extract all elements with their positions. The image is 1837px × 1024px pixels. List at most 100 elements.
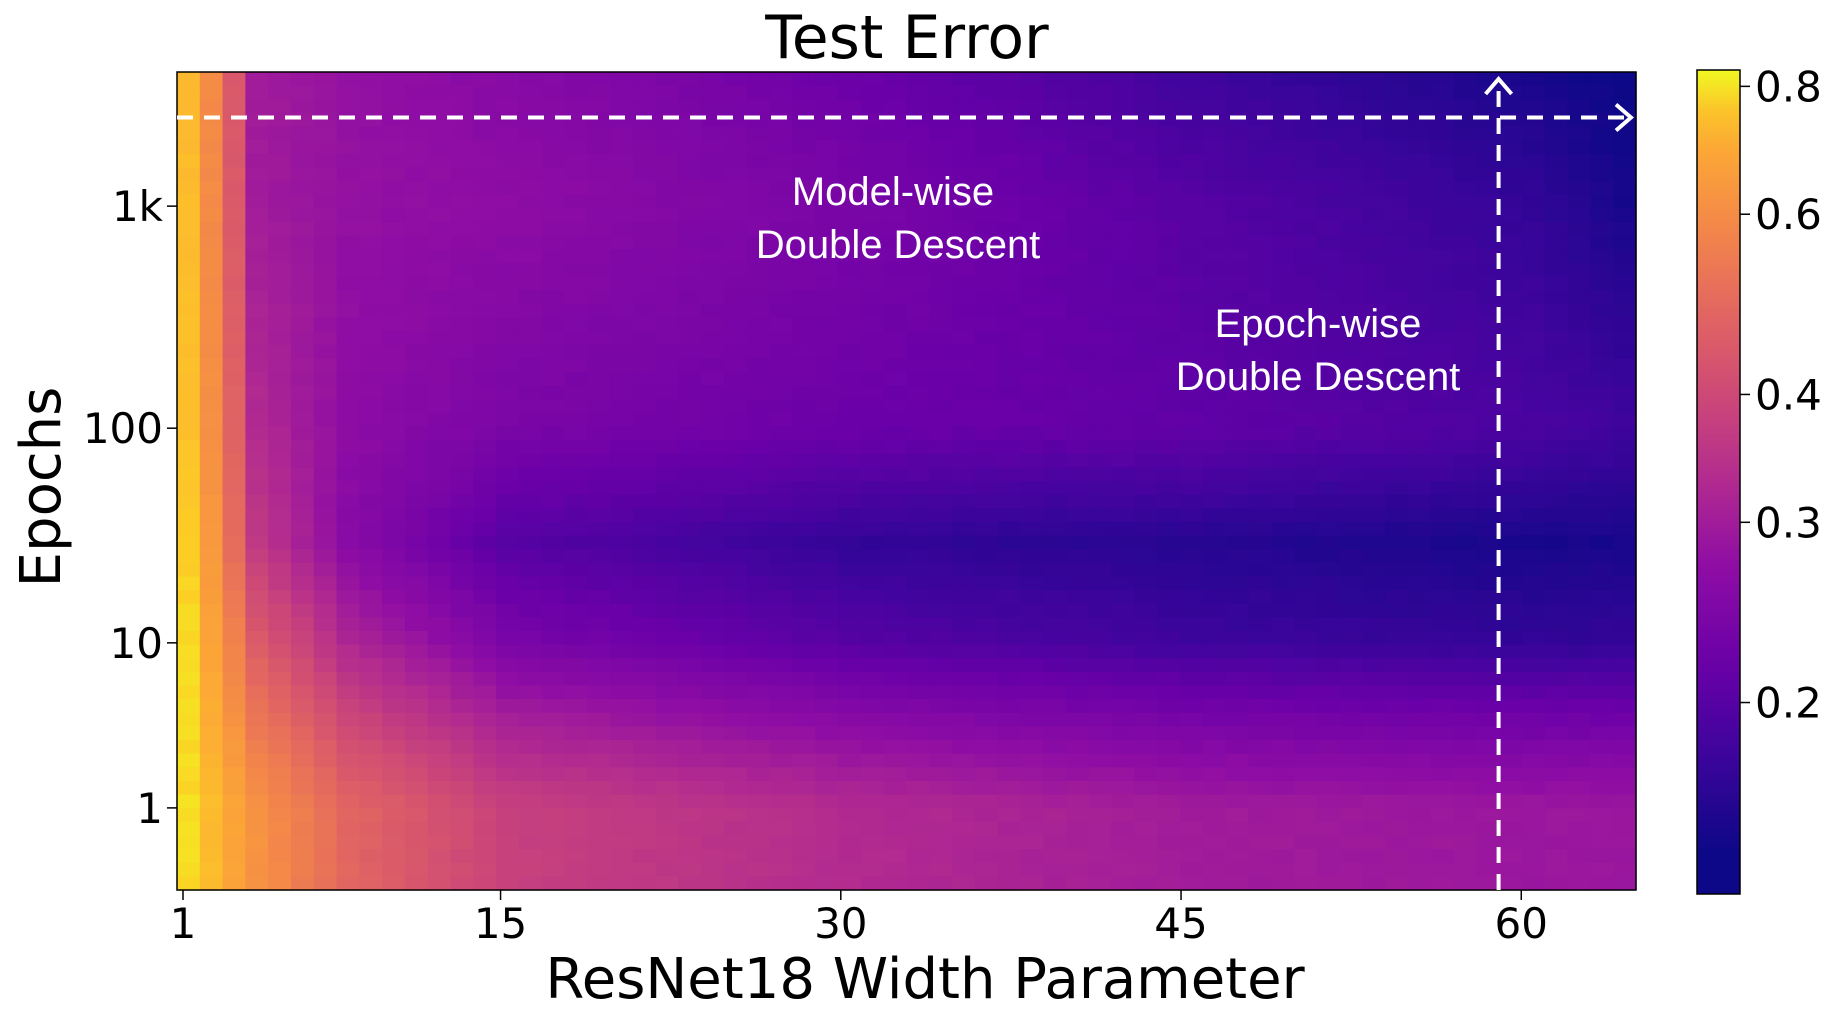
heatmap-cell (1430, 740, 1455, 755)
heatmap-cell (1111, 112, 1136, 128)
heatmap-cell (1544, 549, 1569, 564)
heatmap-cell (199, 590, 224, 605)
heatmap-cell (792, 808, 816, 823)
heatmap-cell (1088, 126, 1113, 141)
heatmap-cell (906, 671, 930, 687)
heatmap-cell (1385, 440, 1409, 455)
heatmap-cell (313, 85, 338, 100)
heatmap-cell (838, 576, 862, 591)
heatmap-cell (701, 208, 725, 223)
heatmap-cell (518, 235, 543, 250)
heatmap-cell (815, 562, 839, 578)
heatmap-cell (313, 126, 338, 141)
heatmap-cell (974, 358, 999, 373)
heatmap-cell (1202, 494, 1227, 509)
heatmap-cell (336, 99, 360, 114)
heatmap-cell (1294, 562, 1318, 578)
heatmap-cell (815, 99, 839, 114)
heatmap-cell (929, 549, 953, 564)
heatmap-cell (1294, 590, 1318, 605)
heatmap-cell (496, 862, 520, 877)
heatmap-cell (1271, 140, 1295, 155)
heatmap-cell (450, 426, 474, 441)
heatmap-cell (177, 821, 201, 837)
heatmap-cell (997, 576, 1022, 591)
heatmap-cell (1225, 576, 1250, 591)
heatmap-cell (336, 317, 360, 332)
heatmap-cell (290, 126, 315, 141)
heatmap-cell (1294, 780, 1318, 796)
heatmap-cell (1066, 630, 1090, 646)
heatmap-cell (1202, 780, 1227, 796)
heatmap-cell (587, 262, 611, 278)
heatmap-cell (496, 262, 520, 278)
heatmap-cell (1453, 835, 1478, 850)
heatmap-cell (564, 862, 588, 877)
heatmap-cell (1499, 726, 1523, 741)
heatmap-cell (427, 358, 452, 373)
heatmap-cell (1408, 671, 1432, 687)
heatmap-cell (769, 808, 794, 823)
heatmap-cell (655, 153, 680, 169)
heatmap-cell (1339, 671, 1364, 687)
heatmap-cell (1020, 249, 1044, 264)
heatmap-cell (769, 644, 794, 659)
heatmap-cell (815, 331, 839, 346)
heatmap-cell (496, 181, 520, 196)
heatmap-cell (427, 262, 452, 278)
heatmap-cell (1225, 481, 1250, 496)
heatmap-cell (1430, 72, 1455, 87)
heatmap-cell (1613, 126, 1637, 141)
heatmap-cell (1567, 521, 1592, 537)
heatmap-cell (336, 467, 360, 482)
heatmap-cell (1544, 317, 1569, 332)
heatmap-cell (997, 467, 1022, 482)
heatmap-cell (678, 153, 702, 169)
heatmap-cell (655, 508, 680, 523)
heatmap-cell (496, 699, 520, 714)
heatmap-cell (1522, 344, 1546, 359)
heatmap-cell (610, 862, 634, 877)
heatmap-cell (1157, 331, 1181, 346)
heatmap-cell (1362, 72, 1386, 87)
heatmap-cell (701, 249, 725, 264)
heatmap-cell (1225, 508, 1250, 523)
heatmap-cell (1111, 426, 1136, 441)
heatmap-cell (1043, 617, 1067, 632)
heatmap-cell (222, 426, 246, 441)
heatmap-cell (952, 467, 976, 482)
heatmap-cell (678, 453, 702, 468)
heatmap-cell (1339, 508, 1364, 523)
heatmap-cell (199, 317, 224, 332)
heatmap-cell (1385, 385, 1409, 400)
heatmap-cell (906, 467, 930, 482)
heatmap-cell (1476, 290, 1500, 305)
heatmap-cell (1590, 494, 1614, 509)
heatmap-cell (678, 112, 702, 128)
heatmap-cell (450, 412, 474, 428)
heatmap-cell (1385, 426, 1409, 441)
heatmap-cell (610, 72, 634, 87)
heatmap-cell (701, 780, 725, 796)
heatmap-cell (1408, 412, 1432, 428)
heatmap-cell (1567, 562, 1592, 578)
heatmap-cell (997, 617, 1022, 632)
heatmap-cell (1385, 508, 1409, 523)
heatmap-cell (1499, 153, 1523, 169)
heatmap-cell (1111, 685, 1136, 700)
heatmap-cell (1385, 644, 1409, 659)
heatmap-cell (313, 780, 338, 796)
heatmap-cell (792, 603, 816, 618)
heatmap-cell (1316, 126, 1341, 141)
heatmap-cell (199, 371, 224, 387)
heatmap-cell (199, 276, 224, 291)
heatmap-cell (952, 290, 976, 305)
heatmap-cell (313, 303, 338, 318)
heatmap-cell (1544, 181, 1569, 196)
heatmap-cell (906, 576, 930, 591)
heatmap-cell (701, 590, 725, 605)
heatmap-cell (1271, 72, 1295, 87)
heatmap-cell (1111, 208, 1136, 223)
heatmap-cell (860, 235, 885, 250)
